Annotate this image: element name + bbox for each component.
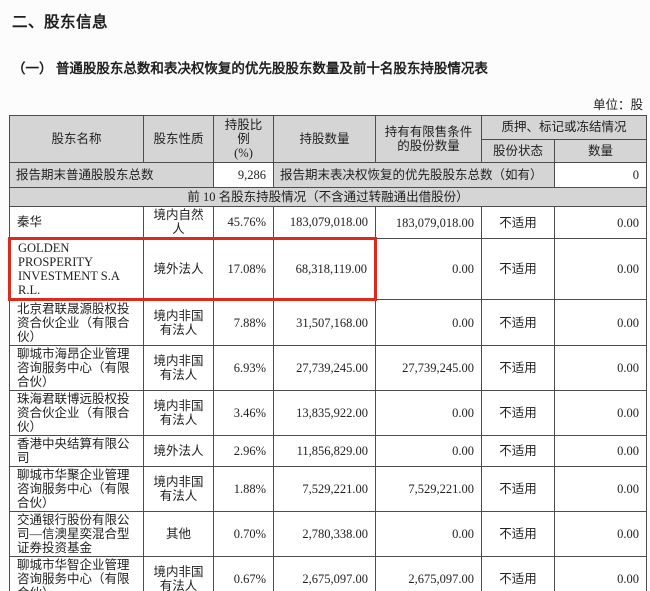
share-status-cell: 不适用: [481, 390, 555, 436]
shareholder-row: GOLDEN PROSPERITY INVESTMENT S.A R.L. 境外…: [8, 237, 648, 301]
shareholder-row: 聊城市华聚企业管理咨询服务中心（有限合伙） 境内非国有法人 1.88% 7,52…: [9, 466, 648, 512]
pledge-amount-cell: 0.00: [553, 511, 648, 557]
holding-ratio-cell: 0.70%: [213, 511, 274, 557]
shareholder-row: 聊城市华智企业管理咨询服务中心（有限合伙） 境内非国有法人 0.67% 2,67…: [9, 556, 648, 591]
section-title: 二、股东信息: [12, 14, 109, 31]
shareholder-name-cell: 北京君联晟源股权投资合伙企业（有限合伙）: [9, 299, 144, 346]
restricted-shares-cell: 27,739,245.00: [375, 345, 482, 391]
restricted-shares-cell: 0.00: [375, 435, 482, 467]
restricted-shares-cell: 0.00: [375, 511, 482, 557]
shareholder-rows: 秦华 境内自然人 45.76% 183,079,018.00 183,079,0…: [8, 206, 648, 591]
share-status-cell: 不适用: [481, 556, 555, 591]
restricted-shares-cell: 7,529,221.00: [375, 466, 482, 512]
share-status-cell: 不适用: [481, 238, 555, 300]
pledge-amount-cell: 0.00: [553, 390, 648, 436]
shareholder-row: 北京君联晟源股权投资合伙企业（有限合伙） 境内非国有法人 7.88% 31,50…: [9, 299, 648, 346]
shareholders-table: 报告期末普通股股东总数 9,286 报告期末表决权恢复的优先股股东总数（如有） …: [8, 115, 648, 591]
preferred-shareholders-value: 0: [553, 162, 648, 188]
share-status-cell: 不适用: [481, 435, 555, 467]
shareholder-name-cell: 聊城市华智企业管理咨询服务中心（有限合伙）: [9, 556, 144, 591]
holding-quantity-cell: 2,780,338.00: [273, 511, 376, 557]
shareholder-nature-cell: 境外法人: [143, 435, 214, 467]
holding-quantity-cell: 68,318,119.00: [273, 237, 377, 301]
shareholder-name-cell: 交通银行股份有限公司—信澳星奕混合型证券投资基金: [9, 511, 144, 557]
holding-ratio-cell: 17.08%: [213, 237, 274, 301]
shareholder-nature-cell: 境内非国有法人: [143, 466, 214, 512]
shareholder-nature-cell: 境内非国有法人: [143, 556, 214, 591]
shareholder-name-cell: 聊城市华聚企业管理咨询服务中心（有限合伙）: [9, 466, 144, 512]
shareholder-name-cell: 珠海君联博远股权投资合伙企业（有限合伙）: [9, 390, 144, 436]
shareholder-nature-cell: 境外法人: [143, 237, 214, 301]
restricted-shares-cell: 0.00: [375, 238, 482, 300]
top10-band-title: 前 10 名股东持股情况（不含通过转融通出借股份）: [8, 187, 648, 207]
share-status-cell: 不适用: [481, 206, 555, 239]
common-shareholders-value: 9,286: [213, 162, 274, 188]
share-status-cell: 不适用: [481, 345, 555, 391]
shareholder-nature-cell: 境内非国有法人: [143, 390, 214, 436]
shareholder-nature-cell: 境内非国有法人: [143, 345, 214, 391]
holding-quantity-cell: 13,835,922.00: [273, 390, 376, 436]
pledge-amount-cell: 0.00: [553, 345, 648, 391]
band-row: 前 10 名股东持股情况（不含通过转融通出借股份）: [8, 187, 648, 207]
shareholder-row: 聊城市海昂企业管理咨询服务中心（有限合伙） 境内非国有法人 6.93% 27,7…: [9, 345, 648, 391]
shareholder-nature-cell: 其他: [143, 511, 214, 557]
shareholder-row: 秦华 境内自然人 45.76% 183,079,018.00 183,079,0…: [9, 206, 648, 239]
restricted-shares-cell: 183,079,018.00: [375, 206, 482, 239]
pledge-amount-cell: 0.00: [553, 238, 648, 300]
unit-label: 单位：股: [592, 98, 643, 112]
pledge-amount-cell: 0.00: [553, 556, 648, 591]
holding-ratio-cell: 0.67%: [213, 556, 274, 591]
holding-quantity-cell: 27,739,245.00: [273, 345, 376, 391]
holding-ratio-cell: 1.88%: [213, 466, 274, 512]
header-shareholder-name: 股东名称: [9, 115, 144, 163]
shareholder-name-cell: GOLDEN PROSPERITY INVESTMENT S.A R.L.: [8, 237, 144, 301]
header-holding-ratio: 持股比例 (%): [213, 115, 274, 163]
share-status-cell: 不适用: [481, 511, 555, 557]
preferred-shareholders-label: 报告期末表决权恢复的优先股股东总数（如有）: [273, 162, 555, 188]
header-shareholder-nature: 股东性质: [143, 115, 214, 163]
pledge-amount-cell: 0.00: [553, 299, 648, 346]
header-row-main: 股东名称 股东性质 持股比例 (%) 持股数量 持有有限售条件 的股份数量 质押…: [9, 115, 648, 163]
shareholder-nature-cell: 境内非国有法人: [143, 299, 214, 346]
common-shareholders-label: 报告期末普通股股东总数: [9, 162, 214, 188]
shareholder-name-cell: 聊城市海昂企业管理咨询服务中心（有限合伙）: [9, 345, 144, 391]
holding-ratio-cell: 3.46%: [213, 390, 274, 436]
header-holding-quantity: 持股数量: [273, 115, 376, 163]
holding-ratio-cell: 6.93%: [213, 345, 274, 391]
restricted-shares-cell: 0.00: [375, 299, 482, 346]
shareholder-name-cell: 秦华: [9, 206, 144, 239]
restricted-shares-cell: 2,675,097.00: [375, 556, 482, 591]
holding-quantity-cell: 7,529,221.00: [273, 466, 376, 512]
holding-quantity-cell: 11,856,829.00: [273, 435, 376, 467]
holding-ratio-cell: 45.76%: [213, 206, 274, 239]
summary-row: 报告期末普通股股东总数 9,286 报告期末表决权恢复的优先股股东总数（如有） …: [9, 162, 648, 188]
share-status-cell: 不适用: [481, 466, 555, 512]
share-status-cell: 不适用: [481, 299, 555, 346]
header-restricted-shares: 持有有限售条件 的股份数量: [375, 115, 482, 163]
holding-ratio-cell: 7.88%: [213, 299, 274, 346]
holding-quantity-cell: 2,675,097.00: [273, 556, 376, 591]
pledge-amount-cell: 0.00: [553, 466, 648, 512]
header-pledge-amount: 数量: [553, 138, 648, 163]
shareholder-name-cell: 香港中央结算有限公司: [9, 435, 144, 467]
holding-ratio-cell: 2.96%: [213, 435, 274, 467]
shareholder-row: 珠海君联博远股权投资合伙企业（有限合伙） 境内非国有法人 3.46% 13,83…: [9, 390, 648, 436]
pledge-amount-cell: 0.00: [553, 206, 648, 239]
header-share-status: 股份状态: [481, 138, 555, 163]
holding-quantity-cell: 183,079,018.00: [273, 206, 376, 239]
header-pledge-group: 质押、标记或冻结情况: [480, 115, 648, 140]
holding-quantity-cell: 31,507,168.00: [273, 299, 376, 346]
restricted-shares-cell: 0.00: [375, 390, 482, 436]
shareholder-row: 香港中央结算有限公司 境外法人 2.96% 11,856,829.00 0.00…: [9, 435, 648, 467]
subsection-title: （一） 普通股股东总数和表决权恢复的优先股股东数量及前十名股东持股情况表: [12, 61, 488, 76]
pledge-amount-cell: 0.00: [553, 435, 648, 467]
shareholder-nature-cell: 境内自然人: [143, 206, 214, 239]
shareholder-row: 交通银行股份有限公司—信澳星奕混合型证券投资基金 其他 0.70% 2,780,…: [9, 511, 648, 557]
